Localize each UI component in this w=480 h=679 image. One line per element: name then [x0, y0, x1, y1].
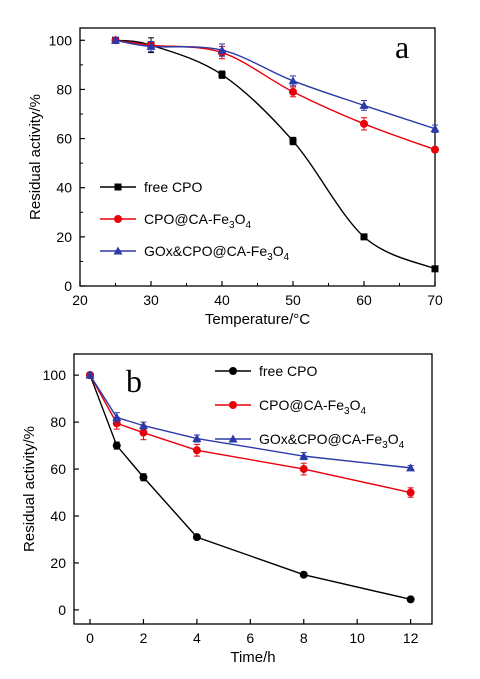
- x-tick-label: 12: [403, 630, 419, 646]
- y-tick-label: 60: [56, 131, 72, 147]
- y-tick-label: 40: [50, 508, 66, 524]
- legend-label: free CPO: [144, 179, 202, 195]
- x-tick-label: 30: [143, 292, 159, 308]
- y-tick-label: 60: [50, 461, 66, 477]
- data-point: [111, 35, 120, 44]
- data-point: [192, 446, 201, 455]
- data-point: [112, 441, 121, 450]
- series-line: [115, 39, 436, 151]
- y-tick-label: 0: [58, 602, 66, 618]
- x-tick-label: 60: [356, 292, 372, 308]
- y-tick-label: 20: [50, 555, 66, 571]
- data-point: [192, 533, 201, 542]
- series-0: [86, 371, 415, 604]
- series-2: [111, 35, 440, 133]
- data-point: [139, 473, 148, 482]
- x-tick-label: 70: [427, 292, 443, 308]
- x-tick-label: 2: [140, 630, 148, 646]
- chart-panel-b: 0 2 4 6 8 10 12 0 20 40 60 80 100 Time/h Residual acti…: [21, 353, 433, 666]
- x-tick-label: 40: [214, 292, 230, 308]
- legend-marker: [229, 401, 237, 409]
- data-point: [406, 488, 415, 497]
- series-line: [115, 39, 436, 270]
- x-tick-label: 0: [86, 630, 94, 646]
- data-point: [139, 428, 148, 437]
- legend-marker: [113, 246, 123, 255]
- legend-label: GOx&CPO@CA-Fe3O4: [259, 431, 405, 451]
- data-point: [192, 434, 202, 443]
- x-tick-label: 8: [300, 630, 308, 646]
- y-axis-label: Residual activity/%: [27, 94, 44, 220]
- y-tick-label: 100: [49, 32, 73, 48]
- legend-label: CPO@CA-Fe3O4: [144, 211, 251, 231]
- legend-marker: [229, 367, 237, 375]
- data-point: [288, 76, 298, 85]
- series-0: [112, 36, 439, 273]
- x-tick-label: 6: [246, 630, 254, 646]
- chart-panel-a: 20 30 40 50 60 70020406080100Temperature/°CRe…: [27, 27, 443, 328]
- data-point: [299, 570, 308, 579]
- data-point: [431, 145, 439, 154]
- data-point: [431, 265, 439, 273]
- y-tick-label: 80: [56, 81, 72, 97]
- data-point: [360, 233, 368, 241]
- legend-marker: [228, 434, 238, 443]
- data-point: [299, 451, 309, 460]
- series-line: [115, 39, 436, 130]
- data-point: [406, 463, 416, 472]
- x-axis-label: Time/h: [230, 649, 275, 666]
- data-point: [112, 412, 122, 421]
- data-point: [289, 137, 297, 145]
- legend-label: GOx&CPO@CA-Fe3O4: [144, 243, 290, 263]
- legend-label: free CPO: [259, 363, 317, 379]
- y-tick-label: 100: [43, 367, 67, 383]
- data-point: [360, 119, 368, 128]
- y-axis-label: Residual activity/%: [21, 426, 38, 552]
- y-tick-label: 40: [56, 180, 72, 196]
- data-point: [138, 421, 148, 430]
- data-point: [218, 71, 226, 79]
- series-line: [89, 374, 411, 601]
- x-tick-label: 50: [285, 292, 301, 308]
- data-point: [85, 370, 95, 379]
- data-point: [430, 124, 440, 133]
- data-point: [299, 465, 308, 474]
- data-point: [289, 87, 297, 96]
- data-point: [217, 45, 227, 54]
- data-point: [146, 41, 156, 50]
- panel-letter: a: [395, 29, 409, 65]
- y-tick-label: 0: [64, 278, 72, 294]
- legend-label: CPO@CA-Fe3O4: [259, 397, 366, 417]
- legend-marker: [114, 183, 122, 191]
- series-line: [89, 374, 411, 494]
- series-line: [89, 374, 411, 469]
- panel-letter: b: [126, 363, 142, 399]
- x-tick-label: 10: [349, 630, 365, 646]
- x-tick-label: 4: [193, 630, 201, 646]
- series-1: [111, 36, 439, 154]
- data-point: [406, 595, 415, 604]
- x-axis-label: Temperature/°C: [205, 311, 310, 328]
- series-2: [85, 370, 416, 472]
- plot-frame: [73, 353, 433, 625]
- data-point: [112, 419, 121, 428]
- y-tick-label: 20: [56, 229, 72, 245]
- legend-marker: [114, 215, 122, 223]
- y-tick-label: 80: [50, 414, 66, 430]
- x-tick-label: 20: [72, 292, 88, 308]
- data-point: [359, 100, 369, 109]
